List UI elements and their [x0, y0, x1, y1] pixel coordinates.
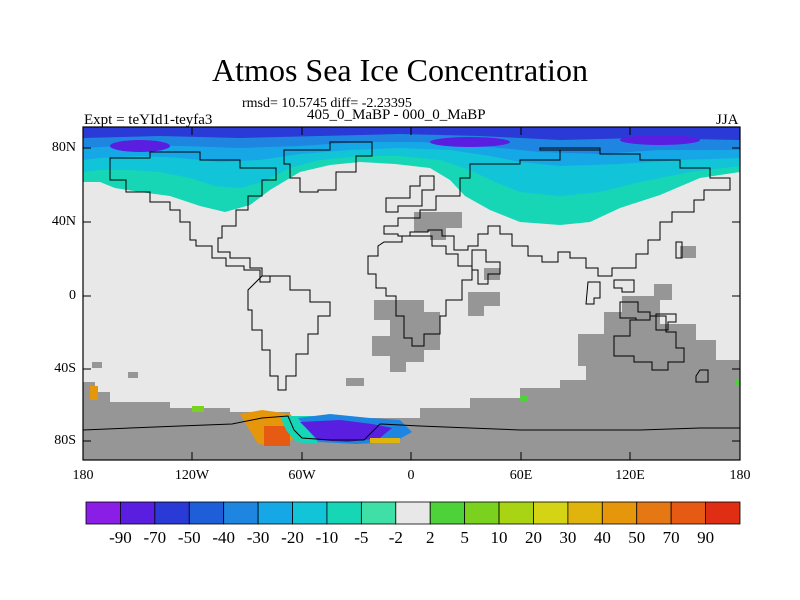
colorbar-label: -10 [315, 528, 339, 547]
colorbar-label: -70 [143, 528, 167, 547]
colorbar-box [154, 501, 190, 525]
colorbar-box [636, 501, 672, 525]
lat-tick-0: 0 [69, 288, 76, 303]
colorbar-box [257, 501, 293, 525]
period-label: 405_0_MaBP - 000_0_MaBP [307, 107, 486, 123]
colorbar-box [395, 501, 431, 525]
colorbar-label: 20 [524, 528, 542, 547]
lat-tick-40s: 40S [54, 361, 76, 376]
lon-tick-60w: 60W [288, 468, 316, 483]
colorbar-label: -90 [109, 528, 132, 547]
colorbar-label: -2 [388, 528, 403, 547]
lat-tick-80s: 80S [54, 433, 76, 448]
lon-tick-180-left: 180 [72, 468, 94, 483]
lon-tick-120e: 120E [615, 468, 645, 483]
colorbar-box [670, 501, 706, 525]
colorbar-box [498, 501, 534, 525]
colorbar-box [326, 501, 362, 525]
colorbar-label: 30 [559, 528, 577, 547]
colorbar-label: 2 [425, 528, 435, 547]
colorbar-label: 90 [697, 528, 715, 547]
colorbar-label: 5 [460, 528, 469, 547]
lat-tick-80n: 80N [51, 140, 76, 155]
stats-line: rmsd= 10.5745 diff= -2.23395 [242, 96, 412, 111]
colorbar-box [360, 501, 397, 525]
colorbar-label: -40 [212, 528, 235, 547]
colorbar-label: 40 [593, 528, 611, 547]
colorbar-box [85, 501, 121, 525]
colorbar-box [533, 501, 569, 525]
colorbar-box [188, 501, 225, 525]
colorbar-box [223, 501, 259, 525]
axis-ticks [83, 127, 740, 460]
experiment-label: Expt = teYId1-teyfa3 [84, 112, 213, 128]
colorbar-label: -20 [281, 528, 304, 547]
lon-tick-60e: 60E [509, 468, 533, 483]
colorbar-box [120, 501, 156, 525]
colorbar-label: 70 [662, 528, 680, 547]
colorbar-box [567, 501, 603, 525]
colorbar-label: 50 [628, 528, 646, 547]
colorbar-box [705, 501, 741, 525]
season-label: JJA [716, 112, 739, 128]
colorbar-label: -5 [354, 528, 369, 547]
lon-tick-120w: 120W [174, 468, 210, 483]
colorbar-label: -50 [177, 528, 201, 547]
colorbar-box [429, 501, 466, 525]
plot-title: Atmos Sea Ice Concentration [212, 52, 588, 88]
arctic-ice-shading [83, 127, 740, 225]
colorbar-label: 10 [490, 528, 508, 547]
lon-tick-180-right: 180 [729, 468, 751, 483]
colorbar-label: -30 [246, 528, 270, 547]
lat-tick-40n: 40N [51, 214, 76, 229]
colorbar-box [292, 501, 328, 525]
colorbar-box [601, 501, 638, 525]
lon-tick-0: 0 [407, 468, 415, 483]
colorbar-box [464, 501, 500, 525]
coastlines [82, 141, 740, 441]
colorbar [85, 501, 741, 525]
